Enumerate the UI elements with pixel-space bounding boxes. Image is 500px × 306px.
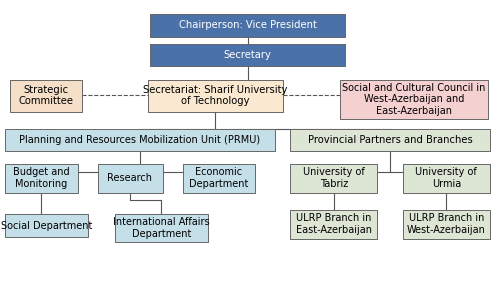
Text: University of
Urmia: University of Urmia (416, 167, 477, 189)
FancyBboxPatch shape (148, 80, 282, 112)
Text: ULRP Branch in
East-Azerbaijan: ULRP Branch in East-Azerbaijan (296, 213, 372, 235)
Text: Social Department: Social Department (0, 221, 92, 231)
Text: Social and Cultural Council in
West-Azerbaijan and
East-Azerbaijan: Social and Cultural Council in West-Azer… (342, 83, 486, 116)
FancyBboxPatch shape (98, 164, 162, 193)
FancyBboxPatch shape (402, 164, 490, 193)
Text: Budget and
Monitoring: Budget and Monitoring (13, 167, 70, 189)
Text: Planning and Resources Mobilization Unit (PRMU): Planning and Resources Mobilization Unit… (20, 136, 260, 145)
FancyBboxPatch shape (5, 129, 275, 151)
FancyBboxPatch shape (340, 80, 488, 119)
Text: Strategic
Committee: Strategic Committee (19, 85, 74, 106)
FancyBboxPatch shape (290, 129, 490, 151)
FancyBboxPatch shape (10, 80, 83, 112)
FancyBboxPatch shape (5, 214, 87, 237)
Text: University of
Tabriz: University of Tabriz (303, 167, 364, 189)
Text: Secretariat: Sharif University
of Technology: Secretariat: Sharif University of Techno… (143, 85, 287, 106)
Text: Secretary: Secretary (224, 50, 272, 60)
FancyBboxPatch shape (182, 164, 255, 193)
FancyBboxPatch shape (115, 214, 208, 242)
FancyBboxPatch shape (290, 210, 378, 239)
FancyBboxPatch shape (150, 44, 345, 66)
FancyBboxPatch shape (5, 164, 78, 193)
Text: Research: Research (108, 173, 152, 183)
Text: Chairperson: Vice President: Chairperson: Vice President (178, 20, 316, 30)
Text: International Affairs
Department: International Affairs Department (113, 217, 210, 239)
Text: ULRP Branch in
West-Azerbaijan: ULRP Branch in West-Azerbaijan (407, 213, 486, 235)
Text: Provincial Partners and Branches: Provincial Partners and Branches (308, 136, 472, 145)
FancyBboxPatch shape (402, 210, 490, 239)
FancyBboxPatch shape (290, 164, 378, 193)
Text: Economic
Department: Economic Department (189, 167, 248, 189)
FancyBboxPatch shape (150, 14, 345, 37)
